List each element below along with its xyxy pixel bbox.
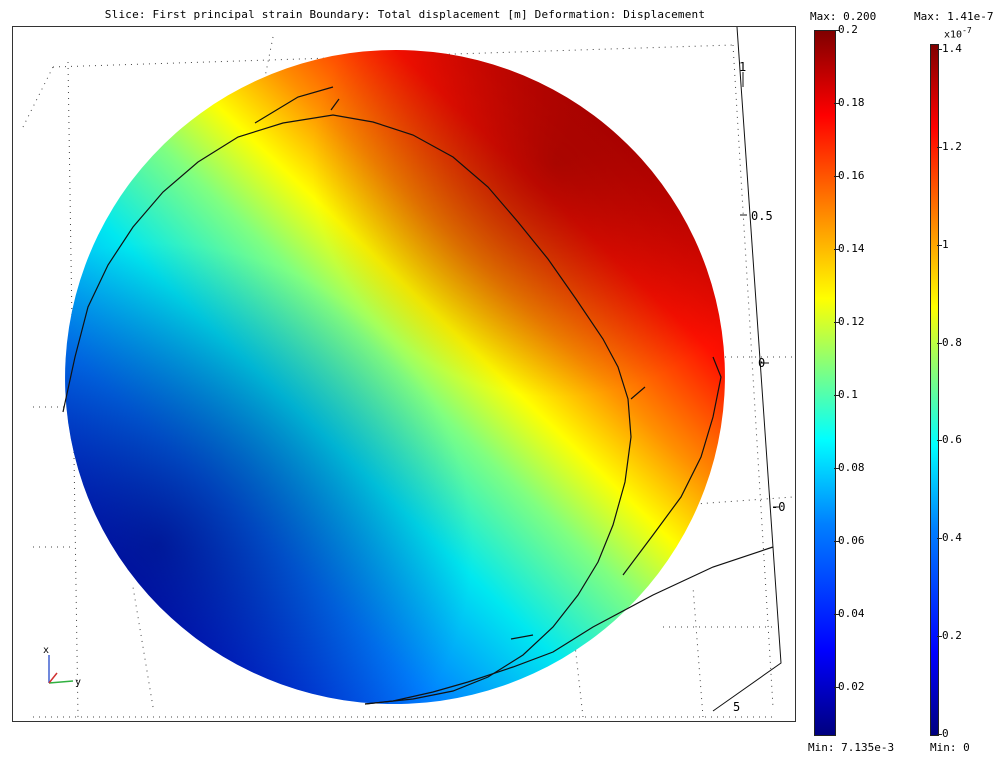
colorbar-tick-label: 0.14 [838, 242, 865, 255]
exponent-base: x10 [944, 29, 963, 41]
colorbar-tick-label: 0 [942, 727, 949, 740]
axis-tick-labels: 1 0.5 0 -0 5 [733, 60, 785, 714]
colorbar-slice-max-label: Max: 0.200 [810, 10, 877, 23]
colorbar-tickmark [937, 440, 942, 442]
colorbar-tickmark [937, 734, 942, 735]
colorbar-tickmark [937, 342, 942, 344]
colorbar-tickmark [834, 541, 839, 543]
plot-area[interactable]: 1 0.5 0 -0 5 x y [12, 26, 796, 722]
colorbar-slice [814, 30, 836, 736]
plot-canvas: 1 0.5 0 -0 5 x y [22, 27, 794, 718]
colorbar-boundary-min-label: Min: 0 [930, 741, 970, 754]
colorbar-tickmark [834, 614, 839, 616]
colorbar-tick-label: 0.2 [838, 23, 858, 36]
triad-x-label: x [43, 645, 49, 656]
axis-tick-label: 5 [733, 700, 740, 714]
colorbar-tick-label: 0.18 [838, 96, 865, 109]
colorbar-tickmark [937, 146, 942, 148]
colorbar-tickmark [834, 176, 839, 177]
axis-tick-label: 1 [739, 60, 746, 74]
colorbar-tick-label: 0.04 [838, 607, 865, 621]
colorbar-tick-label: 0.02 [838, 680, 865, 694]
colorbar-tick-label: 0.1 [838, 388, 858, 402]
colorbar-tickmark [834, 468, 839, 470]
colorbar-boundary-exponent: x10-7 [944, 26, 972, 40]
colorbar-tickmark [834, 249, 839, 250]
colorbar-tickmark [834, 687, 839, 689]
colorbar-tick-label: 1 [942, 237, 949, 251]
colorbar-tickmark [834, 395, 839, 397]
colorbar-tickmark [937, 538, 942, 540]
colorbar-tick-label: 0.12 [838, 315, 865, 329]
colorbar-tick-label: 0.4 [942, 531, 962, 545]
colorbar-tickmark [834, 103, 839, 104]
colorbar-tick-label: 0.6 [942, 433, 962, 447]
colorbar-tickmark [937, 48, 942, 50]
axis-tick-label: 0 [758, 356, 765, 370]
colorbar-tick-label: 0.16 [838, 169, 865, 182]
colorbar-tick-label: 0.2 [942, 629, 962, 643]
colorbar-boundary [930, 44, 939, 736]
axis-tick-label: 0.5 [751, 209, 773, 223]
colorbar-tickmark [937, 244, 942, 246]
triad-y-label: y [75, 677, 81, 688]
colorbar-boundary-max-label: Max: 1.41e-7 [914, 10, 994, 23]
axis-tick-label: -0 [771, 500, 785, 514]
colorbar-tickmark [937, 636, 942, 638]
axis-frame [712, 27, 782, 712]
colorbar-tick-label: 1.4 [942, 41, 962, 55]
strain-slice [53, 42, 753, 712]
colorbar-tickmark [834, 322, 839, 324]
exponent-power: -7 [962, 26, 972, 35]
colorbar-tick-label: 1.2 [942, 139, 962, 153]
colorbar-slice-min-label: Min: 7.135e-3 [808, 741, 895, 754]
colorbar-tick-label: 0.8 [942, 335, 962, 349]
axis-triad: x y [43, 645, 81, 688]
colorbar-tick-label: 0.08 [838, 461, 865, 475]
chart-title: Slice: First principal strain Boundary: … [104, 8, 706, 21]
colorbar-tick-label: 0.06 [838, 534, 865, 548]
boundary-outline [62, 86, 774, 705]
colorbar-tickmark [834, 30, 839, 31]
